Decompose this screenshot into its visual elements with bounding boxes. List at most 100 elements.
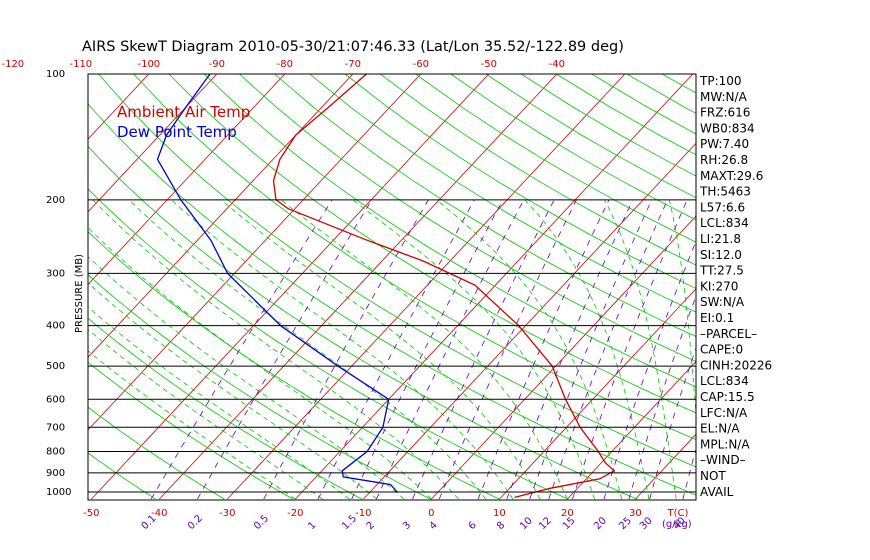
bottom-temp-tick-label: -30 xyxy=(219,508,235,519)
dry-adiabat-line xyxy=(133,74,696,441)
isotherm-line xyxy=(567,360,696,500)
bottom-temp-tick-label: -20 xyxy=(287,508,303,519)
stability-index-item: FRZ:616 xyxy=(700,106,750,120)
pressure-tick-label: 900 xyxy=(46,468,65,479)
bottom-temp-tick-label: -10 xyxy=(355,508,371,519)
isotherm-line xyxy=(159,74,558,500)
bottom-temp-tick-label: 10 xyxy=(493,508,506,519)
moist-adiabat-line xyxy=(524,199,650,500)
stability-index-item: SW:N/A xyxy=(700,295,745,309)
stability-index-item: AVAIL xyxy=(700,485,734,499)
stability-index-item: LCL:834 xyxy=(700,216,749,230)
mixing-ratio-line xyxy=(529,199,653,500)
isotherm-line xyxy=(499,288,696,500)
isotherm-line xyxy=(295,74,694,500)
y-axis-label: PRESSURE (MB) xyxy=(74,254,85,333)
stability-index-item: TP:100 xyxy=(699,74,742,88)
isotherm-line xyxy=(363,142,696,500)
isotherm-line xyxy=(88,74,354,358)
isotherm-line xyxy=(88,74,286,286)
mixing-ratio-line xyxy=(603,240,696,500)
stability-index-item: WB0:834 xyxy=(700,121,755,135)
isotherm-line xyxy=(0,74,13,499)
isotherm-line xyxy=(91,74,490,500)
mixing-ratio-axis-label: (g/kg) xyxy=(662,519,692,530)
top-temp-tick-label: -110 xyxy=(69,59,92,70)
bottom-temp-tick-label: -40 xyxy=(151,508,167,519)
dry-adiabat-line xyxy=(88,274,431,500)
bottom-temp-tick-label: 0 xyxy=(428,508,434,519)
bottom-temp-tick-label: -50 xyxy=(83,508,99,519)
moist-adiabat-line xyxy=(88,227,432,500)
stability-index-item: PW:7.40 xyxy=(700,137,749,151)
top-temp-tick-label: -50 xyxy=(481,59,497,70)
mixing-ratio-tick-label: 3 xyxy=(401,520,413,532)
stability-index-item: –WIND– xyxy=(700,453,746,467)
legend-ambient-air-temp: Ambient Air Temp xyxy=(117,103,250,121)
top-temp-tick-label: -70 xyxy=(345,59,361,70)
mixing-ratio-tick-label: 12 xyxy=(537,515,554,532)
temp-axis-label: T(C) xyxy=(667,508,689,519)
stability-index-item: RH:26.8 xyxy=(700,153,748,167)
dry-adiabat-line xyxy=(88,188,569,500)
stability-index-item: LCL:834 xyxy=(700,374,749,388)
mixing-ratio-tick-label: 0.5 xyxy=(252,513,271,532)
pressure-tick-label: 700 xyxy=(46,422,65,433)
bottom-temp-tick-label: 30 xyxy=(629,508,642,519)
stability-index-item: CAP:15.5 xyxy=(700,390,755,404)
mixing-ratio-tick-label: 2 xyxy=(365,520,377,532)
dry-adiabat-line xyxy=(88,231,500,500)
dry-adiabat-line xyxy=(88,317,362,500)
mixing-ratio-tick-label: 4 xyxy=(428,520,440,532)
mixing-ratio-tick-label: 10 xyxy=(518,515,535,532)
stability-index-item: TT:27.5 xyxy=(699,264,744,278)
dry-adiabat-line xyxy=(88,452,156,500)
moist-adiabat-line xyxy=(436,199,623,500)
top-temp-tick-label: -120 xyxy=(1,59,24,70)
dry-adiabat-line xyxy=(239,74,696,362)
isotherm-line xyxy=(635,433,696,500)
dry-adiabat-line xyxy=(88,406,225,500)
dew-point-temp-line xyxy=(156,74,398,493)
dry-adiabat-line xyxy=(661,74,696,94)
mixing-ratio-tick-label: 8 xyxy=(495,520,507,532)
stability-index-item: TH:5463 xyxy=(699,185,751,199)
bottom-temp-tick-label: 20 xyxy=(561,508,574,519)
pressure-tick-label: 800 xyxy=(46,446,65,457)
top-temp-tick-label: -40 xyxy=(549,59,565,70)
pressure-tick-label: 200 xyxy=(46,195,65,206)
isotherm-line xyxy=(839,74,870,499)
isotherm-line xyxy=(431,215,696,500)
dry-adiabat-line xyxy=(450,74,696,221)
legend-dew-point-temp: Dew Point Temp xyxy=(117,123,237,141)
stability-index-item: MAXT:29.6 xyxy=(700,169,763,183)
isotherm-line xyxy=(0,74,81,499)
stability-index-item: CAPE:0 xyxy=(700,343,743,357)
mixing-ratio-line xyxy=(477,199,610,500)
stability-index-item: CINH:20226 xyxy=(700,358,772,372)
dry-adiabat-line xyxy=(88,145,638,500)
moist-adiabat-line xyxy=(128,199,487,500)
stability-index-item: SI:12.0 xyxy=(700,248,742,262)
top-temp-tick-label: -100 xyxy=(137,59,160,70)
pressure-tick-label: 300 xyxy=(46,268,65,279)
dry-adiabat-line xyxy=(203,74,696,388)
isotherm-line xyxy=(88,74,422,431)
dry-adiabat-line xyxy=(309,74,696,313)
dry-adiabat-line xyxy=(380,74,696,266)
mixing-ratio-line xyxy=(317,199,475,500)
top-temp-tick-label: -80 xyxy=(277,59,293,70)
plot-frame xyxy=(87,73,697,501)
dry-adiabat-line xyxy=(88,103,696,496)
mixing-ratio-tick-label: 0.2 xyxy=(186,513,205,532)
pressure-tick-label: 400 xyxy=(46,321,65,332)
mixing-ratio-line xyxy=(506,199,634,500)
isotherm-line xyxy=(227,74,626,500)
top-temp-tick-label: -60 xyxy=(413,59,429,70)
stability-index-item: NOT xyxy=(700,469,726,483)
dry-adiabat-line xyxy=(168,74,696,414)
dry-adiabat-line xyxy=(274,74,696,338)
stability-index-item: MPL:N/A xyxy=(700,437,750,451)
mixing-ratio-line xyxy=(438,199,577,500)
